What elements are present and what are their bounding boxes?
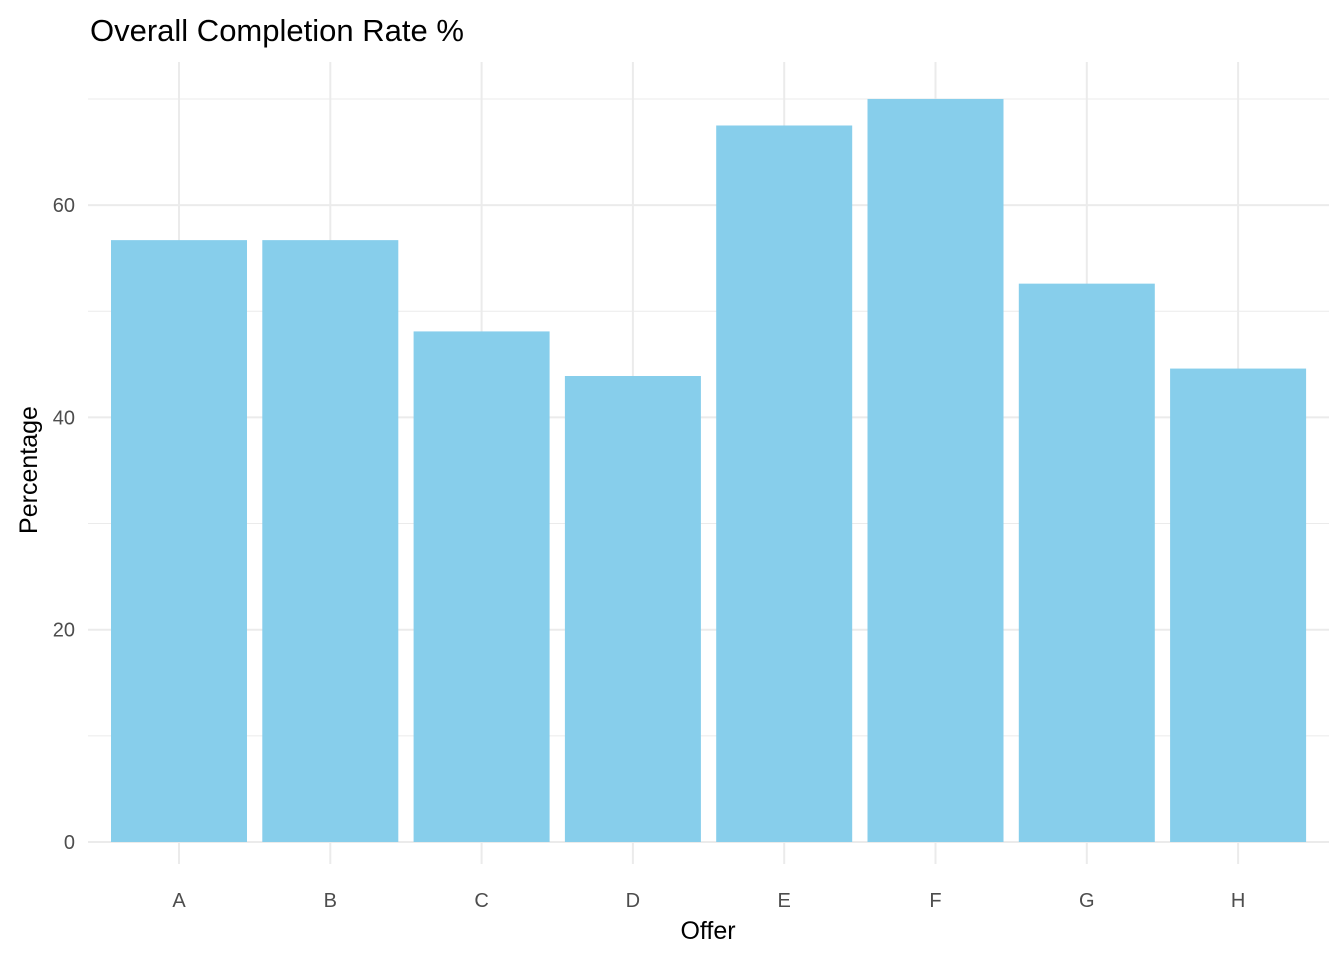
bar-h <box>1170 368 1307 842</box>
x-tick-label: F <box>929 890 941 912</box>
bar-g <box>1018 283 1155 842</box>
x-tick-label: C <box>474 890 488 912</box>
x-tick-label: H <box>1231 890 1245 912</box>
x-tick-label: D <box>626 890 640 912</box>
y-tick-label: 60 <box>53 195 75 217</box>
x-tick-label: B <box>324 890 337 912</box>
x-axis-title: Offer <box>680 917 735 945</box>
bar-d <box>564 376 701 842</box>
bar-a <box>111 240 247 842</box>
y-tick-label: 40 <box>53 407 75 429</box>
bar-e <box>716 125 853 843</box>
x-axis-ticks: A B C D E F G H <box>172 890 1245 912</box>
bar-f <box>867 98 1004 842</box>
chart-title: Overall Completion Rate % <box>90 13 464 48</box>
y-axis-ticks: 0 20 40 60 <box>53 195 75 854</box>
y-tick-label: 0 <box>64 832 75 854</box>
bar-c <box>413 331 550 842</box>
x-tick-label: G <box>1079 890 1095 912</box>
x-tick-label: A <box>172 890 186 912</box>
x-tick-label: E <box>778 890 791 912</box>
y-tick-label: 20 <box>53 620 75 642</box>
bars <box>111 98 1307 843</box>
y-axis-title: Percentage <box>15 406 43 534</box>
bar-b <box>262 240 399 842</box>
